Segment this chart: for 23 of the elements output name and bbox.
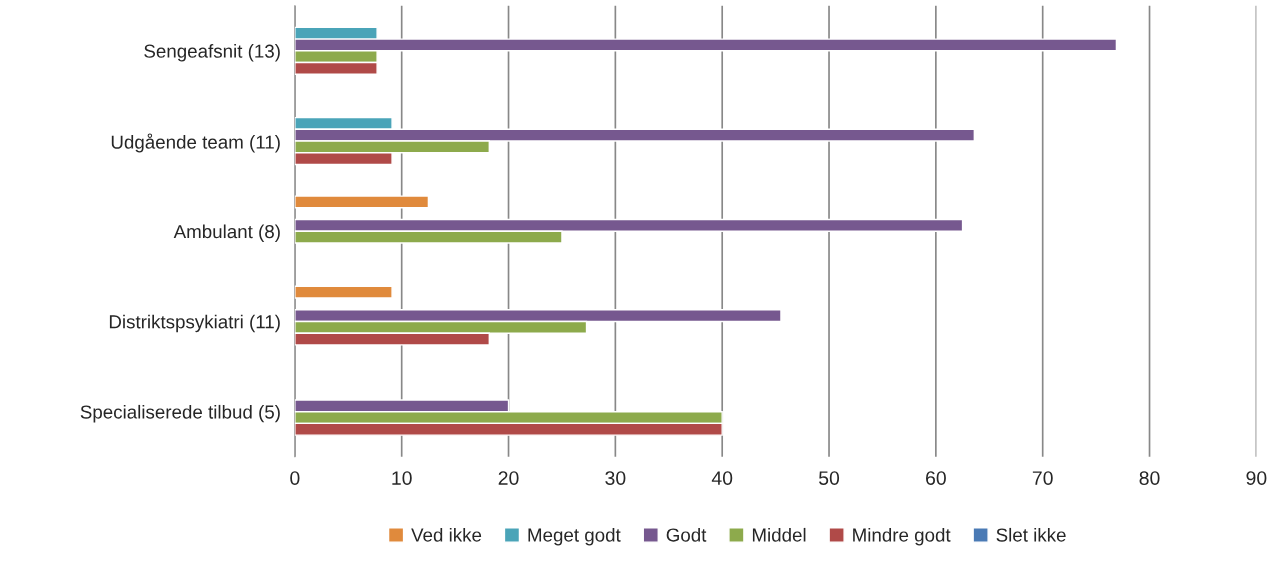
x-tick-label: 40 <box>711 471 733 485</box>
y-tick-label: Sengeafsnit (13) <box>144 44 280 62</box>
legend-label: Slet ikke <box>996 527 1066 542</box>
y-tick-label: Distriktspsykiatri (11) <box>109 314 280 333</box>
x-tick-label: 60 <box>926 471 946 485</box>
y-tick-label: Ambulant (8) <box>173 224 280 242</box>
x-tick-label: 0 <box>290 471 300 485</box>
legend-label: Godt <box>666 527 707 542</box>
y-tick-label: Specialiserede tilbud (5) <box>80 404 280 423</box>
legend-label: Ved ikke <box>411 527 482 542</box>
x-tick-label: 20 <box>498 471 519 485</box>
x-tick-label: 80 <box>1139 471 1160 485</box>
legend-label: Middel <box>752 527 806 542</box>
legend-label: Mindre godt <box>853 527 951 546</box>
bar <box>294 285 393 299</box>
y-tick-label: Udgående team (11) <box>111 133 280 153</box>
x-tick-label: 70 <box>1032 471 1053 485</box>
x-tick-label: 30 <box>605 471 626 485</box>
x-tick-label: 90 <box>1246 471 1267 485</box>
x-tick-label: 50 <box>818 471 840 485</box>
legend-label: Meget godt <box>528 527 621 546</box>
x-tick-label: 10 <box>392 471 412 485</box>
bar <box>294 195 430 209</box>
